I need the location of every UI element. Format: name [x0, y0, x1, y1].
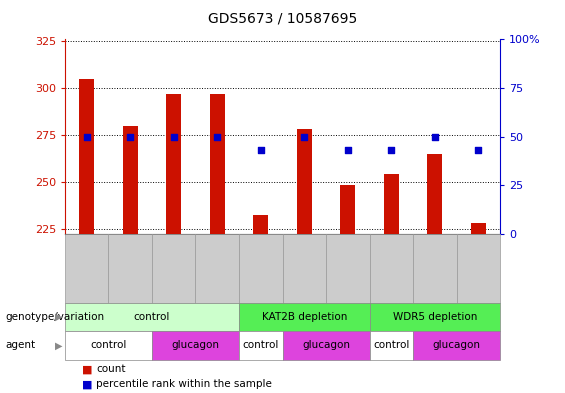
Bar	[123, 125, 138, 234]
Text: percentile rank within the sample: percentile rank within the sample	[96, 379, 272, 389]
Point	[299, 134, 308, 140]
Point	[257, 147, 266, 154]
Text: control: control	[134, 312, 170, 322]
Point	[82, 134, 92, 140]
Bar	[471, 223, 486, 234]
Text: ▶: ▶	[55, 340, 62, 351]
Text: control: control	[90, 340, 127, 351]
Text: agent: agent	[6, 340, 36, 351]
Text: ■: ■	[82, 364, 93, 375]
Text: control: control	[373, 340, 410, 351]
Point	[343, 147, 353, 154]
Point	[170, 134, 179, 140]
Bar	[427, 154, 442, 234]
Text: GDS5673 / 10587695: GDS5673 / 10587695	[208, 12, 357, 26]
Point	[386, 147, 396, 154]
Bar	[253, 215, 268, 234]
Text: glucagon: glucagon	[172, 340, 219, 351]
Point	[126, 134, 135, 140]
Text: glucagon: glucagon	[302, 340, 350, 351]
Bar	[297, 129, 312, 234]
Text: WDR5 depletion: WDR5 depletion	[393, 312, 477, 322]
Bar	[384, 174, 399, 234]
Text: ■: ■	[82, 379, 93, 389]
Point	[212, 134, 221, 140]
Bar	[166, 94, 181, 234]
Text: KAT2B depletion: KAT2B depletion	[262, 312, 347, 322]
Text: count: count	[96, 364, 125, 375]
Point	[473, 147, 483, 154]
Bar	[340, 185, 355, 234]
Bar	[210, 94, 225, 234]
Text: control: control	[242, 340, 279, 351]
Text: ▶: ▶	[55, 312, 62, 322]
Text: glucagon: glucagon	[433, 340, 480, 351]
Text: genotype/variation: genotype/variation	[6, 312, 105, 322]
Point	[431, 134, 440, 140]
Bar	[79, 79, 94, 234]
